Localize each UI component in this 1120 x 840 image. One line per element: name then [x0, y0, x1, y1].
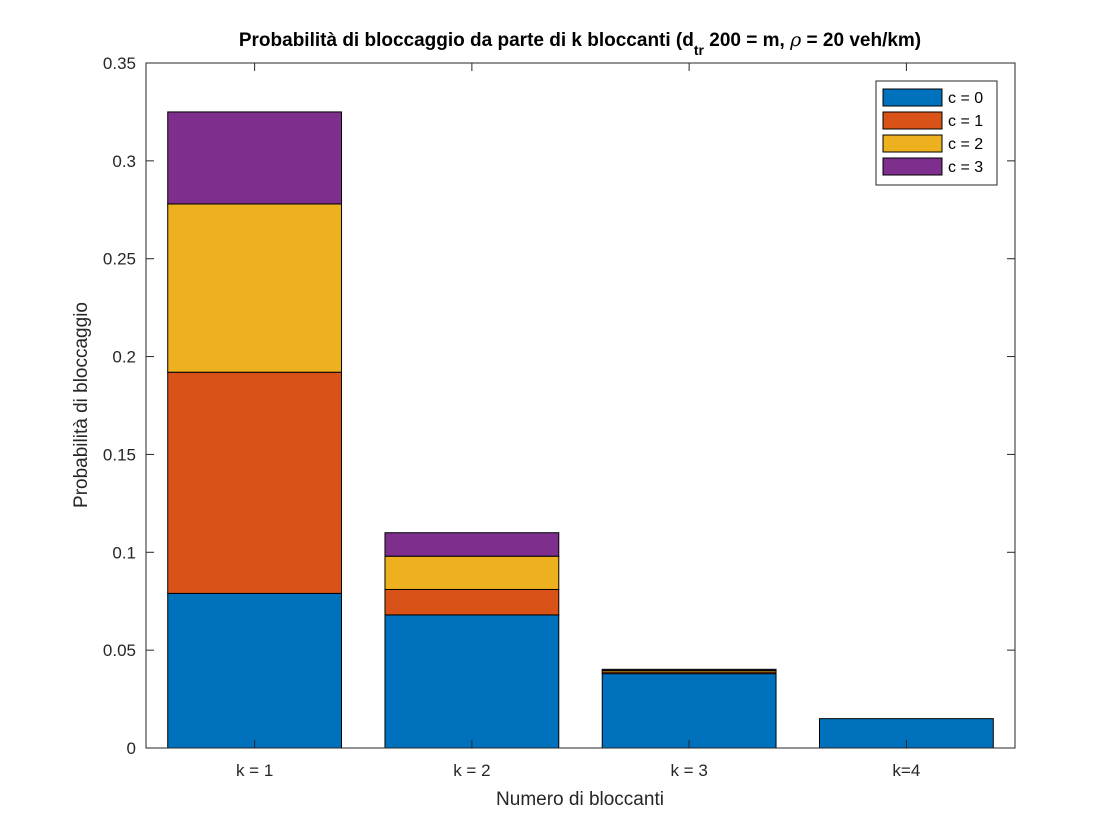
y-tick-label: 0.25 — [103, 250, 136, 269]
bars-group — [167, 111, 994, 749]
bar-segment-k1-c1 — [167, 371, 343, 594]
y-tick-label: 0.35 — [103, 54, 136, 73]
chart-title-part-2: 200 = m, — [704, 30, 790, 51]
x-tick-label: k = 2 — [453, 761, 490, 780]
bar-segment-k3-c0 — [601, 673, 777, 749]
bar-segment-k2-c2 — [384, 555, 560, 590]
bar-segment-k1-c2 — [167, 203, 343, 373]
legend: c = 0 c = 1 c = 2 c = 3 — [875, 80, 998, 186]
legend-swatch — [882, 157, 943, 176]
tick-labels-group: 0 0.05 0.1 0.15 0.2 0.25 0.3 0.35 k = 1 k = 2 k = … — [103, 54, 920, 780]
x-tick-label: k=4 — [892, 761, 920, 780]
chart-title-subscript: tr — [694, 42, 705, 58]
bar-segment-k1-c0 — [167, 592, 343, 749]
chart-title-symbol: ρ — [789, 29, 802, 51]
x-tick-label: k = 3 — [670, 761, 707, 780]
y-tick-label: 0.3 — [112, 152, 136, 171]
legend-swatch — [882, 111, 943, 130]
chart-title-main: Probabilità di bloccaggio da parte di k … — [239, 30, 694, 51]
bar-segment-k2-c1 — [384, 588, 560, 616]
bar-segment-k3-c3 — [601, 668, 777, 671]
y-axis-label: Probabilità di bloccaggio — [71, 302, 92, 508]
x-tick-label: k = 1 — [236, 761, 273, 780]
bar-segment-k1-c3 — [167, 111, 343, 205]
legend-label: c = 2 — [948, 136, 983, 153]
legend-label: c = 1 — [948, 113, 983, 130]
legend-label: c = 0 — [948, 90, 983, 107]
y-tick-label: 0 — [127, 739, 136, 758]
axes-box — [145, 62, 1016, 749]
legend-swatch — [882, 134, 943, 153]
legend-swatch — [882, 88, 943, 107]
y-tick-label: 0.1 — [112, 543, 136, 562]
legend-label: c = 3 — [948, 159, 983, 176]
bar-segment-k2-c0 — [384, 614, 560, 749]
bar-segment-k2-c3 — [384, 532, 560, 557]
chart-title: Probabilità di bloccaggio da parte di k … — [239, 29, 921, 58]
y-tick-label: 0.15 — [103, 445, 136, 464]
axes-group — [145, 62, 1016, 749]
y-tick-label: 0.05 — [103, 641, 136, 660]
x-axis-label: Numero di bloccanti — [496, 789, 664, 810]
chart-title-part-3: = 20 veh/km) — [801, 30, 921, 51]
y-tick-label: 0.2 — [112, 348, 136, 367]
